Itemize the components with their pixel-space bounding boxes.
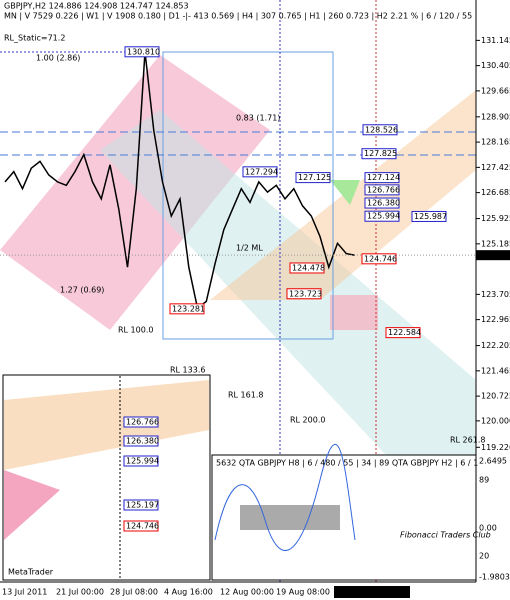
time-highlight [334, 586, 410, 598]
inset-window: MetaTrader [2, 374, 211, 581]
chart-label: 0.83 (1.71) [236, 114, 280, 123]
price-box [364, 172, 400, 184]
price-box [361, 148, 397, 160]
price-tick-label: 128.905 [481, 112, 510, 121]
time-label: 19 Aug 08:00 [276, 588, 330, 597]
indicator-scale-label: -1.9803 [479, 573, 510, 582]
price-tick-label: 122.965 [481, 315, 510, 324]
price-box [385, 327, 421, 339]
inset-price-box [123, 499, 159, 511]
inset-channel [4, 380, 209, 470]
price-box-label: 127.294 [245, 167, 278, 176]
indicator-scale-label: 2.6495 [479, 457, 507, 466]
price-box [289, 262, 325, 274]
price-box-label: 123.281 [172, 304, 205, 313]
chart-label: 1.00 (2.86) [36, 54, 80, 63]
price-tick-label: 123.705 [481, 290, 510, 299]
inset-price-label: 124.746 [126, 522, 159, 531]
current-price: 124.853 [478, 251, 510, 260]
inset-price-box [123, 455, 159, 467]
oscillator [214, 443, 356, 551]
price-tick-label: 121.465 [481, 366, 510, 375]
price-box-label: 123.723 [289, 289, 322, 298]
indicator-scale-label: 20 [479, 552, 489, 561]
price-box [361, 253, 397, 265]
price-line [4, 51, 356, 310]
pink-channel [0, 55, 270, 330]
inset-title: MetaTrader [8, 568, 54, 577]
price-box [364, 197, 400, 209]
chart-label: RL 161.8 [228, 391, 263, 400]
price-box-label: 124.478 [292, 263, 325, 272]
histogram-area [240, 505, 340, 530]
price-tick-label: 120.000 [481, 416, 510, 425]
chart-label: 1/2 ML [236, 244, 263, 253]
time-label: 12 Aug 00:00 [220, 588, 274, 597]
price-box [295, 172, 331, 184]
pink-zone [330, 295, 378, 330]
price-box [286, 288, 322, 300]
time-label: 21 Jul 00:00 [56, 588, 104, 597]
chart-label: RL 100.0 [118, 326, 153, 335]
price-tick-label: 122.205 [481, 341, 510, 350]
chart-label: RL 200.0 [290, 416, 325, 425]
inset-price-label: 126.380 [126, 437, 159, 446]
inset-price-label: 126.766 [126, 418, 159, 427]
price-box [124, 46, 160, 58]
indicator-scale-label: 89 [479, 476, 489, 485]
inset-price-label: 125.994 [126, 457, 159, 466]
chart-label: RL 133.6 [170, 366, 205, 375]
time-label: 28 Jul 08:00 [110, 588, 158, 597]
price-box-label: 127.825 [364, 149, 397, 158]
price-tick-label: 127.425 [481, 163, 510, 172]
price-tick-label: 131.145 [481, 36, 510, 45]
price-box [242, 166, 278, 178]
price-box-label: 130.810 [127, 47, 160, 56]
symbol-line: GBPJPY,H2 124.886 124.908 124.747 124.85… [4, 2, 189, 11]
green-zone [330, 180, 360, 205]
credit: Fibonacci Traders Club [400, 531, 491, 540]
inset-price-box [123, 416, 159, 428]
inset-price-box [123, 520, 159, 532]
price-box-label: 128.526 [365, 125, 398, 134]
price-box [169, 303, 205, 315]
price-box-label: 122.584 [388, 328, 421, 337]
time-label: 13 Jul 2011 [2, 588, 47, 597]
current-price-box [476, 250, 510, 261]
price-box-label: 127.125 [298, 173, 331, 182]
price-tick-label: 119.226 [481, 443, 510, 452]
inset-price-box [123, 435, 159, 447]
inset-price-label: 125.197 [126, 501, 159, 510]
price-tick-label: 125.925 [481, 214, 510, 223]
price-box-label: 124.746 [364, 254, 397, 263]
price-box [364, 184, 400, 196]
price-box [362, 124, 398, 136]
price-box-label: 126.380 [367, 199, 400, 208]
range-box [162, 51, 334, 340]
price-tick-label: 128.165 [481, 138, 510, 147]
price-box-label: 127.124 [367, 173, 400, 182]
indicator-title: 5632 QTA GBPJPY H8 | 6 / 480 / 55 | 34 |… [216, 459, 478, 468]
indicator-window: 5632 QTA GBPJPY H8 | 6 / 480 / 55 | 34 |… [211, 443, 491, 581]
time-label: 2011.08.31 09:51 [336, 588, 407, 597]
price-box-label: 125.987 [414, 212, 447, 221]
price-box-label: 125.994 [367, 212, 400, 221]
inset-pink [4, 470, 60, 540]
chart-label: 1.27 (0.69) [60, 286, 104, 295]
indicator-scale-label: 0.00 [479, 524, 497, 533]
price-box-label: 126.766 [367, 185, 400, 194]
price-tick-label: 129.665 [481, 86, 510, 95]
time-label: 4 Aug 16:00 [164, 588, 213, 597]
price-tick-label: 120.725 [481, 392, 510, 401]
price-box [364, 210, 400, 222]
static-label: RL_Static=71.2 [4, 34, 65, 43]
price-box [411, 210, 447, 222]
price-tick-label: 130.405 [481, 61, 510, 70]
info-line: MN | V 7529 0.226 | W1 | V 1908 0.180 | … [4, 12, 477, 21]
price-tick-label: 126.685 [481, 188, 510, 197]
chart-label: RL 261.8 [450, 436, 485, 445]
price-tick-label: 125.185 [481, 239, 510, 248]
